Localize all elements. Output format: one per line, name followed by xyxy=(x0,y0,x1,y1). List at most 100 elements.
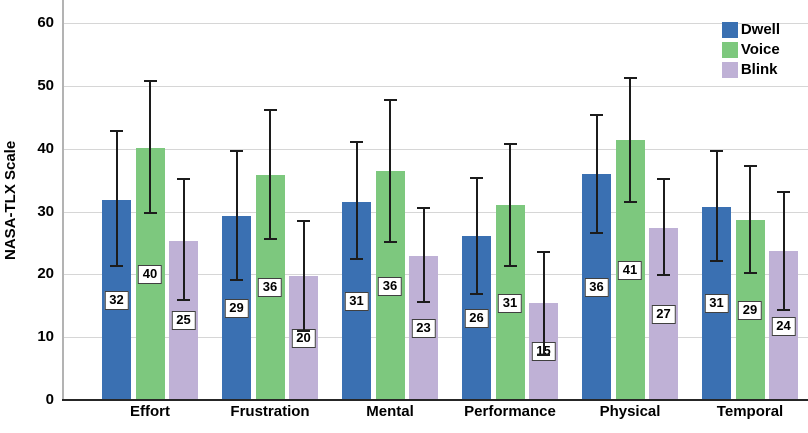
value-label: 32 xyxy=(104,290,129,310)
value-label: 41 xyxy=(617,261,643,281)
value-label: 31 xyxy=(704,294,729,314)
error-bar-cap-top xyxy=(350,140,363,143)
error-bar xyxy=(537,251,550,357)
error-bar-line xyxy=(749,165,751,275)
gridline xyxy=(62,23,808,25)
x-axis-label-mental: Mental xyxy=(366,403,414,420)
legend-item-blink: Blink xyxy=(721,61,780,78)
error-bar-cap-bottom xyxy=(710,259,723,262)
bar-groups: 32 40 25 29 36 20 31 36 23 26 31 15 36 41 27 31 29 24 xyxy=(102,0,798,400)
error-bar-line xyxy=(715,150,718,262)
error-bar-cap-bottom xyxy=(143,212,157,215)
error-bar xyxy=(383,98,397,244)
bar-blink-physical: 27 xyxy=(649,0,678,400)
x-axis-labels: Effort Frustration Mental Performance Physic… xyxy=(102,403,798,431)
plot-area: 32 40 25 29 36 20 31 36 23 26 31 15 36 41 27 31 29 24 xyxy=(62,0,808,400)
legend-label: Blink xyxy=(740,61,778,78)
error-bar xyxy=(470,177,483,295)
error-bar-cap-top xyxy=(657,178,670,181)
x-axis-label-temporal: Temporal xyxy=(716,403,784,420)
error-bar-cap-bottom xyxy=(350,257,363,260)
bar-voice-performance: 31 xyxy=(495,0,525,400)
legend-swatch-blink xyxy=(721,61,738,78)
value-label: 36 xyxy=(584,278,609,297)
bar-blink-performance: 15 xyxy=(529,0,558,400)
error-bar-cap-top xyxy=(537,251,550,254)
error-bar xyxy=(263,108,277,240)
error-bar xyxy=(710,150,723,262)
error-bar-line xyxy=(629,76,631,204)
value-label: 23 xyxy=(411,318,436,338)
bar-voice-physical: 41 xyxy=(615,0,645,400)
gridline xyxy=(62,86,808,88)
error-bar xyxy=(417,207,430,304)
bar-group-effort: 32 40 25 xyxy=(102,0,198,400)
error-bar-line xyxy=(269,108,271,240)
bar-dwell-temporal: 31 xyxy=(702,0,731,400)
error-bar-cap-bottom xyxy=(383,241,397,244)
bar-dwell-frustration: 29 xyxy=(222,0,251,400)
error-bar-line xyxy=(235,150,238,281)
error-bar xyxy=(777,190,790,312)
error-bar-cap-bottom xyxy=(657,274,670,277)
error-bar-line xyxy=(422,207,425,304)
error-bar-cap-top xyxy=(110,130,123,132)
error-bar-cap-bottom xyxy=(743,272,757,275)
error-bar-cap-bottom xyxy=(417,301,430,304)
error-bar-cap-bottom xyxy=(777,309,790,312)
error-bar-cap-top xyxy=(297,219,310,222)
error-bar-cap-top xyxy=(503,143,517,146)
bar-blink-temporal: 24 xyxy=(769,0,798,400)
error-bar xyxy=(230,150,243,281)
bar-blink-mental: 23 xyxy=(409,0,438,400)
y-tick-label: 60 xyxy=(37,14,54,32)
value-label: 27 xyxy=(651,305,676,324)
error-bar xyxy=(110,130,123,267)
bar-voice-temporal: 29 xyxy=(735,0,765,400)
value-label: 36 xyxy=(257,278,283,298)
value-label: 31 xyxy=(344,292,369,312)
value-label: 29 xyxy=(737,300,763,320)
bar-voice-frustration: 36 xyxy=(255,0,285,400)
value-label: 29 xyxy=(224,299,249,319)
y-tick-label: 30 xyxy=(37,202,54,220)
x-axis-label-performance: Performance xyxy=(464,403,556,420)
error-bar-cap-bottom xyxy=(537,354,550,357)
legend-swatch-voice xyxy=(721,41,738,58)
bar-voice-effort: 40 xyxy=(135,0,165,400)
error-bar-cap-bottom xyxy=(590,231,603,234)
error-bar xyxy=(657,178,670,277)
y-tick-label: 0 xyxy=(45,391,54,408)
error-bar xyxy=(590,114,603,234)
error-bar-line xyxy=(662,178,665,277)
legend-item-dwell: Dwell xyxy=(721,21,780,38)
bar-dwell-physical: 36 xyxy=(582,0,611,400)
error-bar-cap-top xyxy=(177,177,190,180)
bar-group-frustration: 29 36 20 xyxy=(222,0,318,400)
error-bar-cap-bottom xyxy=(110,264,123,267)
value-label: 36 xyxy=(377,276,403,296)
bar-group-physical: 36 41 27 xyxy=(582,0,678,400)
error-bar-cap-top xyxy=(590,114,603,117)
error-bar-line xyxy=(182,177,185,301)
x-axis-label-frustration: Frustration xyxy=(230,403,310,420)
legend-label: Dwell xyxy=(740,21,780,38)
error-bar-cap-top xyxy=(383,98,397,101)
error-bar-line xyxy=(355,140,358,260)
error-bar-cap-top xyxy=(417,207,430,210)
bar-blink-effort: 25 xyxy=(169,0,198,400)
bar-group-mental: 31 36 23 xyxy=(342,0,438,400)
error-bar-line xyxy=(389,98,391,244)
legend-item-voice: Voice xyxy=(721,41,780,58)
gridline xyxy=(62,148,808,150)
error-bar-cap-bottom xyxy=(623,201,637,204)
error-bar-cap-top xyxy=(710,150,723,153)
y-tick-label: 40 xyxy=(37,139,54,157)
error-bar xyxy=(297,219,310,332)
gridline xyxy=(62,211,808,213)
error-bar xyxy=(503,143,517,267)
error-bar-line xyxy=(509,143,511,267)
y-axis-line xyxy=(62,0,64,400)
bar-dwell-performance: 26 xyxy=(462,0,491,400)
